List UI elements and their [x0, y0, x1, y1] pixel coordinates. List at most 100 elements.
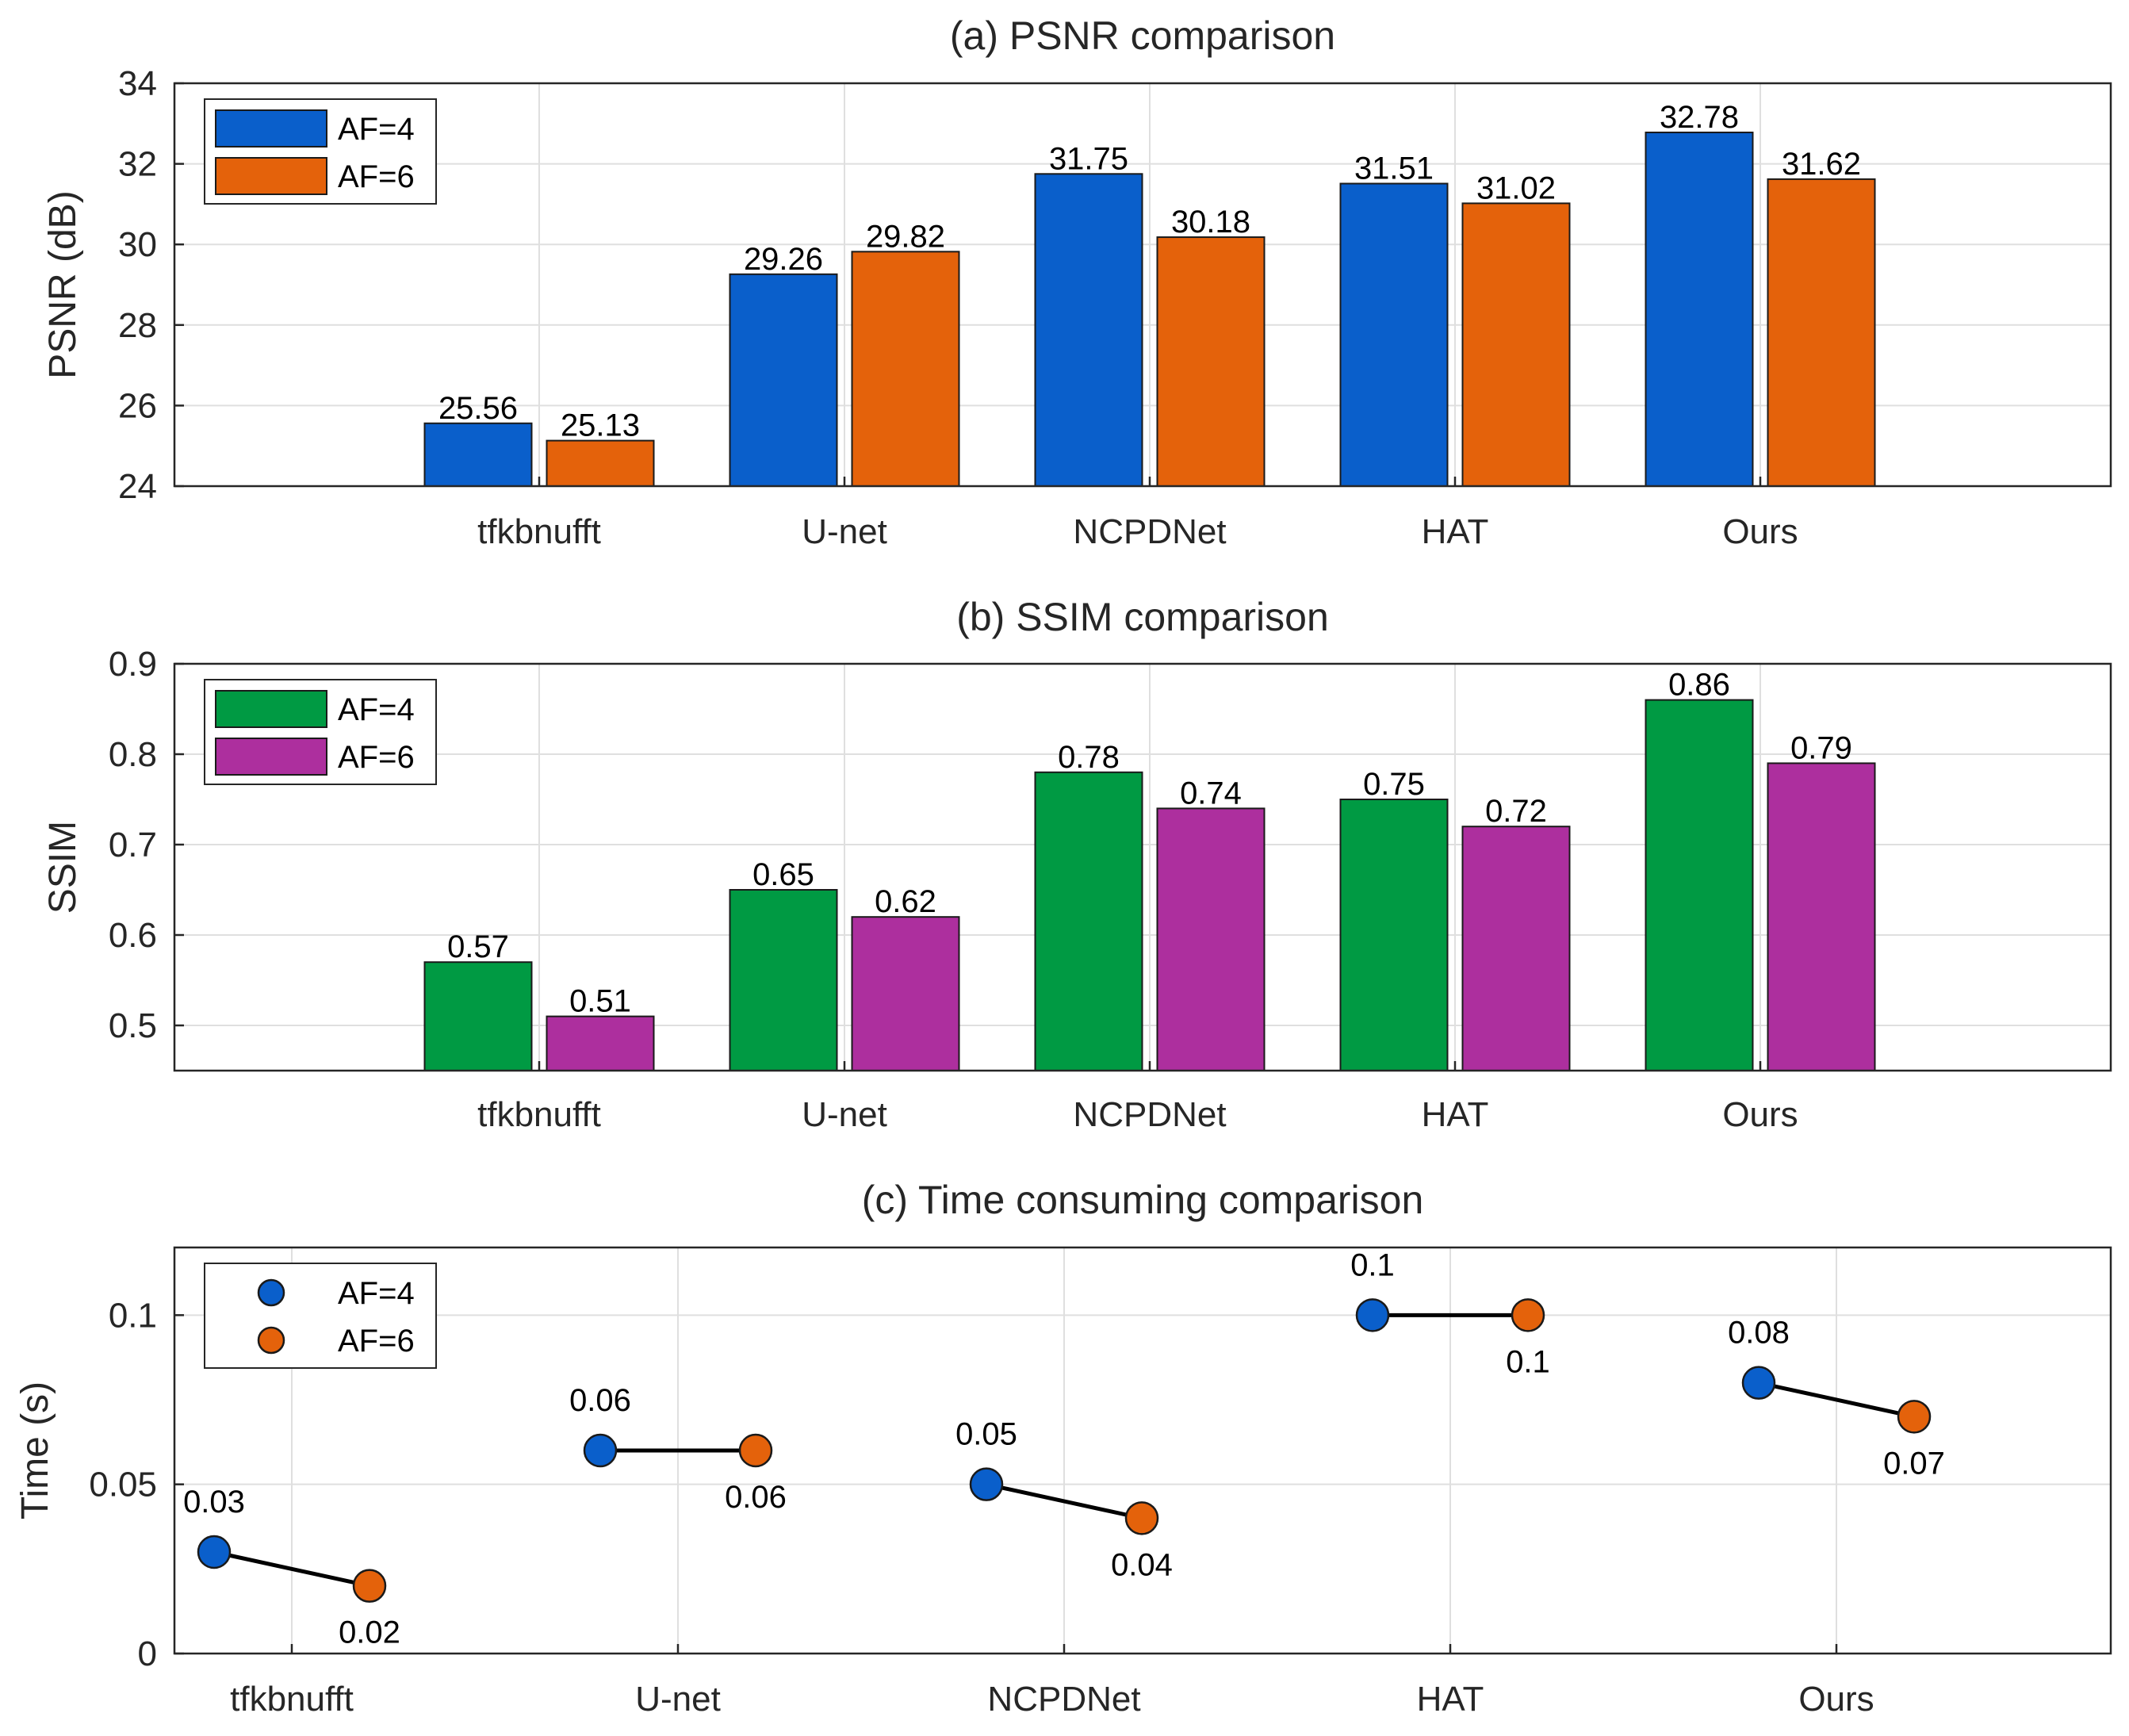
ssim-legend-swatch-af-6	[215, 738, 327, 776]
ssim-af-6-ncpdnet-label: 0.74	[1180, 776, 1242, 811]
ssim-af-4-tfkbnufft-bar	[423, 961, 533, 1071]
time-x-tick-label-tfkbnufft: tfkbnufft	[230, 1680, 354, 1719]
time-legend-marker-af-4	[257, 1278, 285, 1307]
psnr-af-4-tfkbnufft-bar	[423, 422, 533, 488]
psnr-af-6-ours-label: 31.62	[1782, 147, 1861, 182]
ssim-af-6-tfkbnufft-label: 0.51	[569, 984, 631, 1019]
ssim-af-4-hat-bar	[1339, 799, 1449, 1071]
psnr-legend-label-af-6: AF=6	[338, 159, 415, 194]
psnr-af-6-ours-bar	[1767, 178, 1876, 488]
ssim-af-6-tfkbnufft-bar	[546, 1015, 655, 1071]
ssim-af-6-u-net-bar	[851, 916, 960, 1071]
time-af-4-hat-point	[1355, 1298, 1390, 1332]
ssim-af-4-ours-label: 0.86	[1668, 668, 1730, 703]
psnr-af-6-hat-label: 31.02	[1476, 171, 1556, 205]
ssim-af-4-ncpdnet-bar	[1034, 771, 1143, 1071]
psnr-y-tick-label: 30	[118, 225, 157, 264]
time-af-6-u-net-label: 0.06	[725, 1480, 787, 1515]
psnr-af-6-hat-bar	[1461, 202, 1571, 487]
psnr-y-tick-label: 34	[118, 64, 157, 103]
psnr-legend-label-af-4: AF=4	[338, 112, 415, 147]
psnr-y-tick-label: 32	[118, 145, 157, 184]
psnr-af-6-ncpdnet-bar	[1156, 236, 1266, 487]
ssim-x-tick-label-u-net: U-net	[802, 1095, 887, 1134]
time-af-4-hat-label: 0.1	[1350, 1247, 1395, 1282]
psnr-x-tick-label-ours: Ours	[1722, 512, 1798, 551]
time-pair-line-ncpdnet	[986, 1482, 1143, 1520]
time-legend: AF=4 AF=6	[204, 1263, 437, 1369]
time-legend-label-af-4: AF=4	[338, 1276, 415, 1311]
ssim-af-6-ours-bar	[1767, 762, 1876, 1072]
psnr-af-4-hat-label: 31.51	[1354, 151, 1434, 186]
psnr-af-4-ncpdnet-label: 31.75	[1049, 141, 1128, 176]
psnr-af-4-ours-bar	[1645, 131, 1754, 487]
psnr-af-6-u-net-bar	[851, 251, 960, 487]
time-af-4-ours-point	[1741, 1366, 1776, 1400]
psnr-af-4-u-net-bar	[729, 273, 838, 487]
ssim-af-4-hat-label: 0.75	[1363, 767, 1425, 802]
time-af-6-hat-point	[1511, 1298, 1545, 1332]
time-x-tick-label-u-net: U-net	[635, 1680, 721, 1719]
time-pair-line-ours	[1758, 1381, 1915, 1419]
time-x-tick-label-hat: HAT	[1417, 1680, 1484, 1719]
ssim-af-4-u-net-bar	[729, 889, 838, 1071]
psnr-x-tick-label-tfkbnufft: tfkbnufft	[477, 512, 601, 551]
time-af-4-tfkbnufft-point	[197, 1535, 232, 1569]
time-af-6-tfkbnufft-label: 0.02	[339, 1615, 400, 1650]
time-pair-line-tfkbnufft	[213, 1550, 370, 1588]
time-legend-box	[204, 1263, 437, 1369]
time-plot-area	[174, 1247, 2111, 1654]
ssim-af-6-ours-label: 0.79	[1790, 730, 1852, 765]
time-axes-box	[173, 1246, 2112, 1655]
ssim-af-4-ncpdnet-label: 0.78	[1058, 740, 1120, 775]
time-y-tick-label: 0.1	[109, 1296, 157, 1335]
psnr-af-4-tfkbnufft-label: 25.56	[438, 391, 518, 426]
time-af-6-u-net-point	[738, 1433, 773, 1468]
ssim-legend: AF=4 AF=6	[204, 679, 437, 785]
time-af-4-tfkbnufft-label: 0.03	[183, 1485, 245, 1519]
psnr-af-6-tfkbnufft-label: 25.13	[561, 408, 640, 443]
ssim-af-6-u-net-label: 0.62	[875, 884, 936, 919]
psnr-x-tick-label-u-net: U-net	[802, 512, 887, 551]
time-y-tick-label: 0.05	[89, 1466, 157, 1504]
psnr-y-axis-label: PSNR (dB)	[42, 190, 84, 378]
time-af-4-u-net-label: 0.06	[569, 1383, 631, 1418]
time-af-6-ours-label: 0.07	[1883, 1446, 1945, 1481]
time-legend-label-af-6: AF=6	[338, 1324, 415, 1359]
psnr-af-4-u-net-label: 29.26	[744, 242, 823, 277]
ssim-af-6-ncpdnet-bar	[1156, 807, 1266, 1072]
ssim-chart-panel: 0.57 0.65 0.78 0.75 0.86 0.51 0.62 0.74 0.72 0.79…	[42, 595, 2112, 1134]
ssim-x-tick-label-hat: HAT	[1422, 1095, 1489, 1134]
psnr-chart-panel: 25.56 29.26 31.75 31.51 32.78 25.13 29.82 30.18…	[42, 13, 2112, 551]
ssim-axes-box	[173, 662, 2112, 1072]
ssim-af-4-u-net-label: 0.65	[752, 857, 814, 892]
time-y-tick-label: 0	[138, 1634, 157, 1673]
psnr-y-tick-label: 24	[118, 467, 157, 506]
ssim-af-6-hat-label: 0.72	[1485, 794, 1547, 829]
ssim-y-tick-label: 0.5	[109, 1006, 157, 1045]
psnr-af-6-tfkbnufft-bar	[546, 439, 655, 488]
psnr-y-tick-label: 28	[118, 306, 157, 345]
psnr-legend-swatch-af-4	[215, 109, 327, 148]
time-af-4-u-net-point	[583, 1433, 618, 1468]
time-af-6-hat-label: 0.1	[1506, 1344, 1550, 1379]
psnr-legend: AF=4 AF=6	[204, 98, 437, 205]
psnr-af-4-ncpdnet-bar	[1034, 173, 1143, 488]
psnr-af-4-ours-label: 32.78	[1660, 100, 1739, 135]
psnr-af-6-u-net-label: 29.82	[866, 219, 945, 254]
time-chart-title: (c) Time consuming comparison	[862, 1178, 1424, 1222]
psnr-chart-title: (a) PSNR comparison	[950, 13, 1335, 58]
time-af-4-ncpdnet-point	[969, 1467, 1004, 1501]
ssim-y-axis-label: SSIM	[42, 821, 84, 914]
time-af-6-ours-point	[1897, 1400, 1932, 1434]
psnr-y-tick-label: 26	[118, 386, 157, 425]
ssim-legend-label-af-6: AF=6	[338, 740, 415, 775]
time-af-4-ncpdnet-label: 0.05	[955, 1417, 1017, 1452]
ssim-af-4-tfkbnufft-label: 0.57	[447, 929, 509, 964]
ssim-chart-title: (b) SSIM comparison	[956, 595, 1329, 639]
time-x-tick-label-ours: Ours	[1798, 1680, 1874, 1719]
ssim-y-tick-label: 0.8	[109, 735, 157, 774]
time-af-4-ours-label: 0.08	[1728, 1316, 1790, 1351]
time-af-6-tfkbnufft-point	[352, 1569, 387, 1603]
